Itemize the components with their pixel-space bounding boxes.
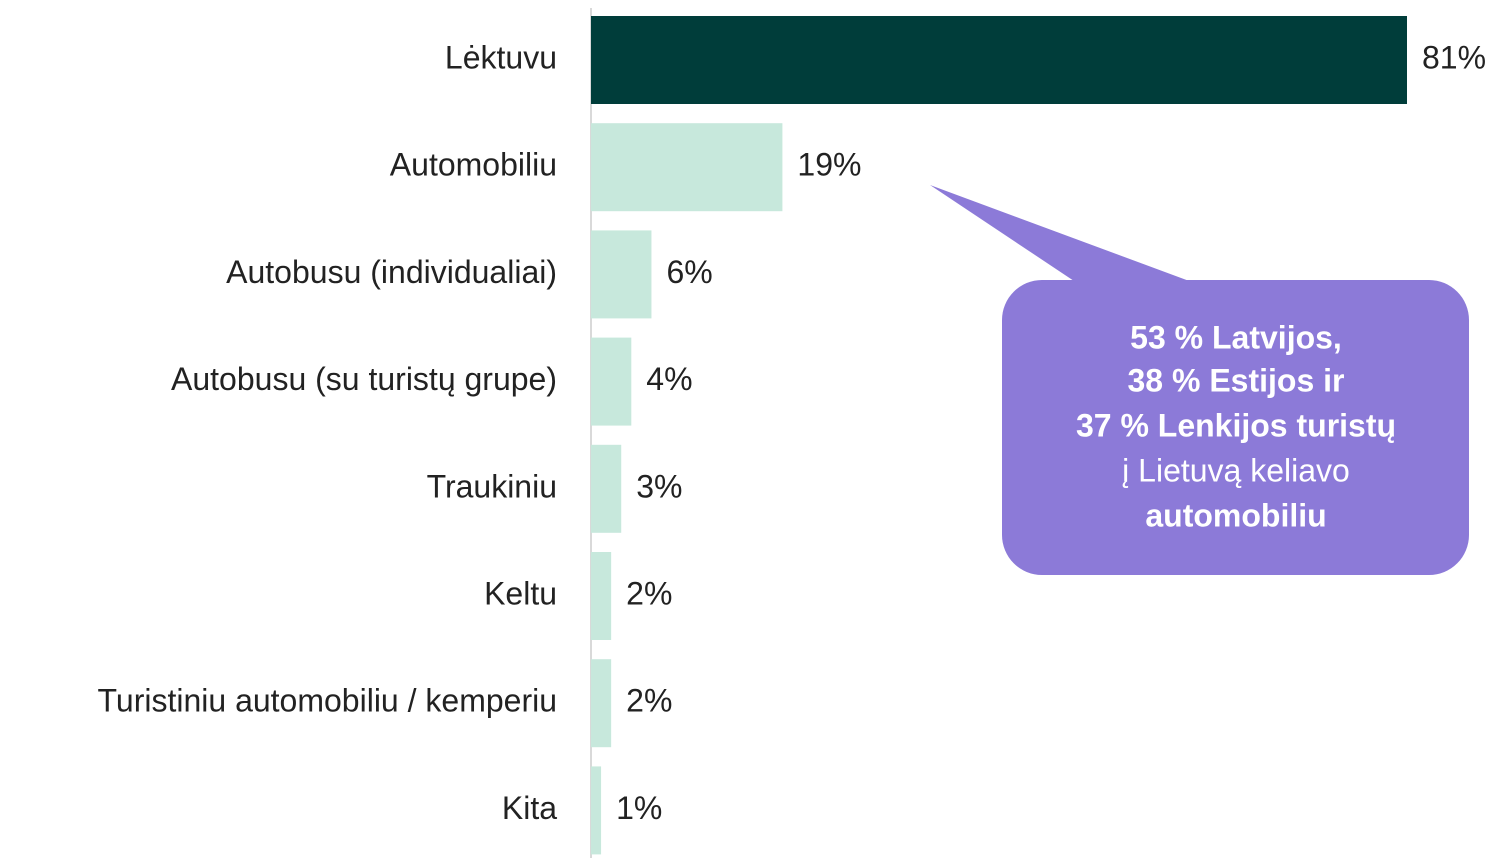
callout-box (1002, 280, 1469, 575)
category-label: Automobiliu (390, 147, 557, 183)
bar (591, 16, 1407, 104)
bar (591, 659, 612, 748)
bar (591, 123, 783, 212)
value-label: 19% (797, 147, 861, 183)
callout-text: į Lietuvą keliavo (1122, 452, 1350, 488)
category-label: Kita (502, 790, 557, 826)
value-label: 6% (666, 254, 712, 290)
value-label: 81% (1422, 39, 1486, 75)
callout-text: 53 % Latvijos, (1130, 319, 1342, 355)
category-label: Keltu (484, 575, 557, 611)
value-label: 2% (626, 683, 672, 719)
category-label: Traukiniu (427, 468, 557, 504)
bar (591, 552, 612, 640)
bar (591, 230, 652, 319)
bar (591, 337, 632, 426)
value-label: 4% (646, 361, 692, 397)
category-label: Lėktuvu (445, 39, 557, 75)
category-label: Autobusu (individualiai) (226, 254, 557, 290)
value-label: 3% (636, 468, 682, 504)
value-label: 2% (626, 575, 672, 611)
category-label: Turistiniu automobiliu / kemperiu (98, 683, 557, 719)
callout-text: 37 % Lenkijos turistų (1076, 407, 1396, 443)
callout-text: 38 % Estijos ir (1128, 362, 1345, 398)
bar (591, 766, 602, 855)
callout-text: automobiliu (1145, 497, 1326, 533)
bar (591, 444, 622, 533)
value-label: 1% (616, 790, 662, 826)
category-label: Autobusu (su turistų grupe) (171, 361, 557, 397)
callout-pointer (930, 185, 1200, 285)
